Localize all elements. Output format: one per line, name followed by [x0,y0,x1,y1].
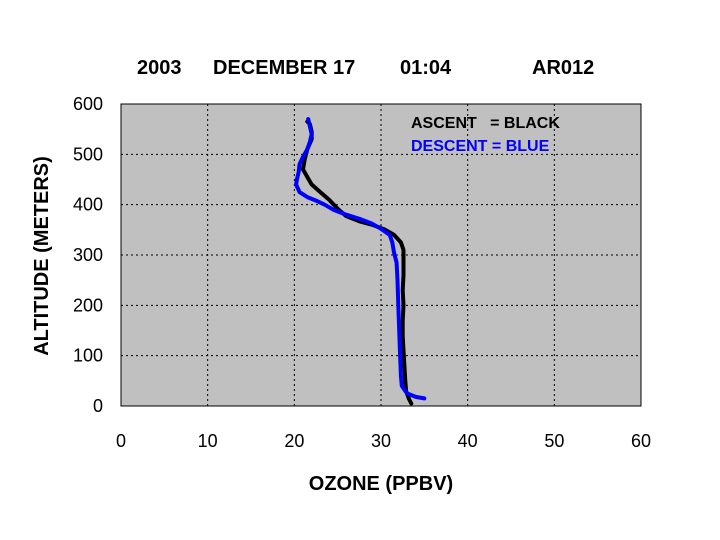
legend-ascent: ASCENT = BLACK [411,115,560,132]
y-tick-label: 600 [73,94,103,114]
series-lines [294,117,427,406]
x-tick-labels: 0 10 20 30 40 50 60 [116,431,651,451]
chart-title: 2003 DECEMBER 17 01:04 AR012 [137,57,594,79]
y-tick-labels: 0 100 200 300 400 500 600 [73,94,103,416]
x-tick-label: 40 [458,431,478,451]
title-time: 01:04 [400,57,452,79]
x-tick-label: 0 [116,431,126,451]
title-id: AR012 [532,57,594,79]
x-tick-label: 10 [198,431,218,451]
series-line-descent [294,117,427,401]
title-year: 2003 [137,57,182,79]
y-tick-label: 300 [73,245,103,265]
y-tick-label: 100 [73,346,103,366]
x-axis-label: OZONE (PPBV) [309,473,453,495]
x-tick-label: 20 [284,431,304,451]
x-tick-label: 60 [631,431,651,451]
legend-descent: DESCENT = BLUE [411,138,550,155]
y-tick-label: 500 [73,144,103,164]
y-axis-label: ALTITUDE (METERS) [31,156,53,356]
plot-border [120,103,642,407]
title-date: DECEMBER 17 [213,57,355,79]
x-tick-label: 50 [544,431,564,451]
legend: ASCENT = BLACK DESCENT = BLUE [411,115,560,155]
y-tick-label: 0 [93,396,103,416]
y-tick-label: 400 [73,195,103,215]
grid-lines [121,104,641,406]
y-tick-label: 200 [73,295,103,315]
x-tick-label: 30 [371,431,391,451]
